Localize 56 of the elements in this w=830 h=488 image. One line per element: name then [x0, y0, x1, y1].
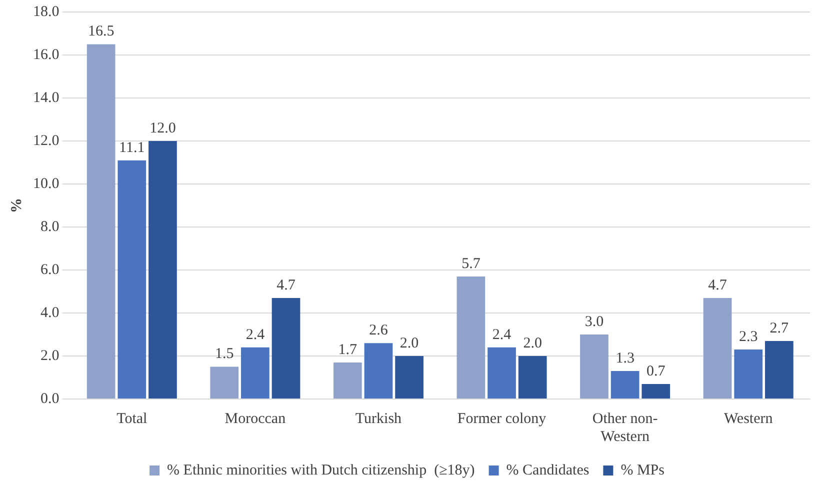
bar [456, 276, 486, 398]
data-label: 1.7 [338, 342, 358, 358]
bar [241, 347, 270, 398]
y-tick-label: 10.0 [33, 176, 60, 192]
y-tick-label: 18.0 [33, 4, 60, 20]
data-label: 2.3 [738, 328, 758, 345]
data-label: 2.4 [246, 326, 266, 343]
bar [765, 340, 794, 398]
data-label: 2.7 [770, 320, 790, 336]
data-label: 2.0 [400, 335, 419, 352]
y-tick-label: 0.0 [40, 390, 60, 407]
data-label: 0.7 [646, 363, 666, 380]
x-tick-label: Total [116, 410, 148, 427]
data-label: 3.0 [584, 314, 604, 330]
data-label: 2.0 [523, 335, 542, 352]
bar [86, 44, 116, 398]
x-tick-label: Turkish [355, 410, 402, 427]
x-tick-label: Other non-Western [592, 410, 658, 445]
y-tick-label: 6.0 [40, 262, 60, 278]
y-tick-label: 12.0 [33, 132, 60, 149]
data-label: 12.0 [150, 120, 176, 136]
bar [703, 298, 732, 398]
data-label: 11.1 [119, 140, 145, 156]
bar [642, 384, 670, 398]
data-label: 4.7 [708, 277, 728, 294]
y-tick-label: 16.0 [33, 46, 60, 63]
y-tick-label: 2.0 [40, 348, 60, 364]
legend-label: % MPs [620, 462, 665, 478]
x-tick-label: Former colony [457, 410, 547, 427]
x-tick-label: Western [724, 410, 774, 427]
y-tick-label: 8.0 [40, 218, 60, 235]
y-tick-label: 4.0 [40, 304, 60, 321]
bar [333, 362, 362, 398]
x-tick-label: Moroccan [224, 410, 286, 427]
bar [118, 160, 146, 398]
y-axis-title: % [8, 198, 25, 213]
bar [610, 371, 640, 398]
bar [734, 350, 763, 398]
data-label: 2.6 [369, 322, 388, 339]
data-label: 4.7 [276, 277, 296, 294]
bar [518, 356, 547, 398]
legend-label: % Ethnic minorities with Dutch citizenship (≥18y) [167, 462, 475, 478]
bar [210, 366, 239, 398]
bar [580, 334, 608, 398]
data-label: 5.7 [462, 256, 481, 272]
bar [364, 343, 393, 398]
bar [272, 298, 300, 398]
data-label: 1.5 [214, 346, 234, 362]
bar [148, 141, 177, 398]
data-label: 16.5 [88, 24, 114, 40]
legend-label: % Candidates [506, 462, 590, 478]
data-label: 2.4 [492, 326, 512, 343]
data-label: 1.3 [616, 350, 634, 366]
bar [395, 356, 424, 398]
y-tick-label: 14.0 [33, 90, 60, 106]
bar [488, 347, 516, 398]
